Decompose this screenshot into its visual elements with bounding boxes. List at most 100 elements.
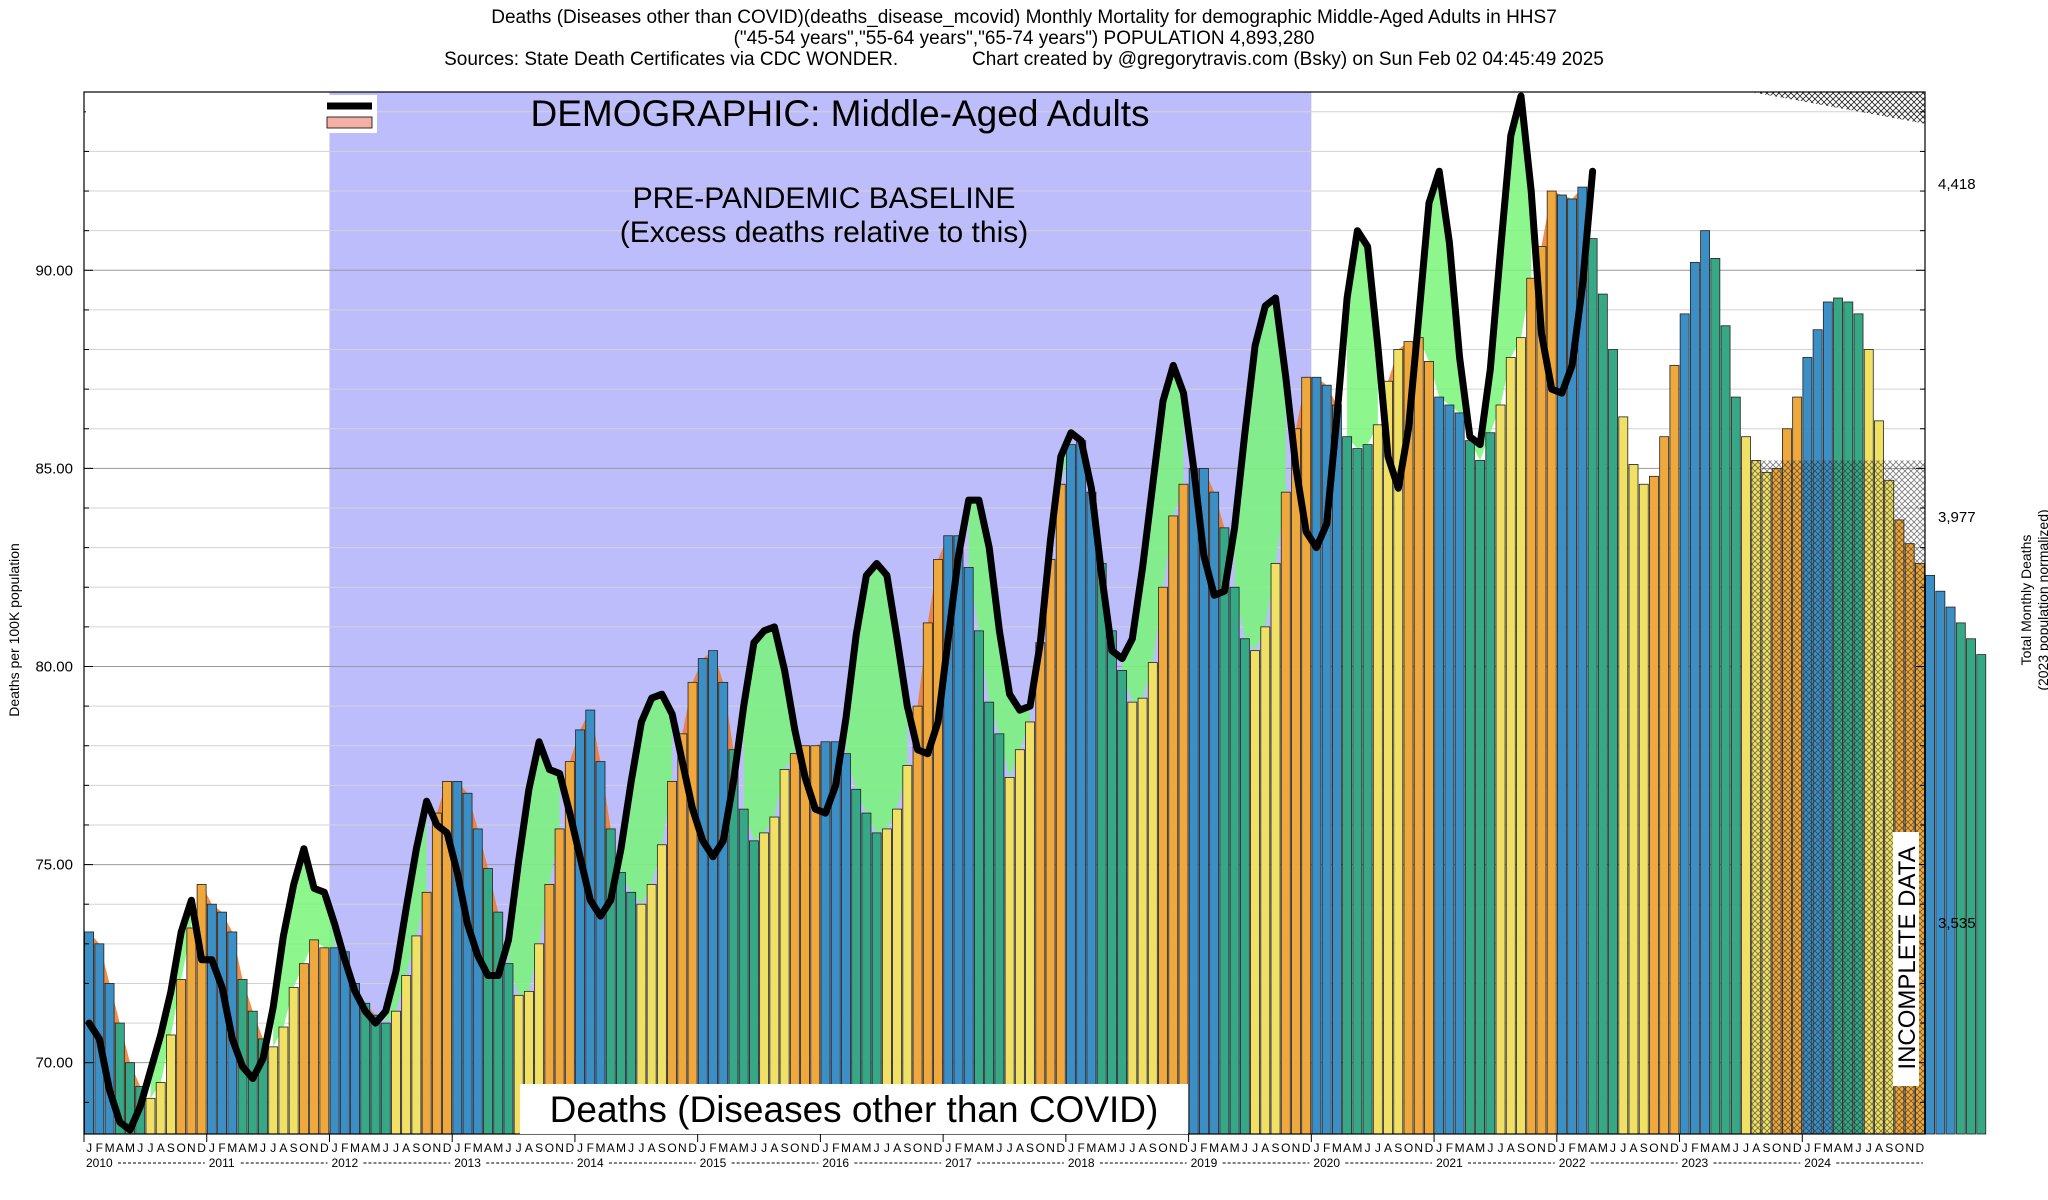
month-tick-label: D	[1056, 1141, 1065, 1155]
actual-bar	[186, 927, 197, 1135]
month-tick-label: N	[801, 1141, 810, 1155]
actual-bar	[1362, 444, 1373, 1135]
month-tick-label: J	[577, 1141, 583, 1155]
incomplete-hatch-upper	[1751, 92, 1925, 124]
actual-bar	[585, 709, 596, 1135]
month-tick-label: D	[320, 1141, 329, 1155]
actual-bar	[1280, 491, 1291, 1135]
month-tick-label: J	[996, 1141, 1002, 1155]
actual-bar	[1250, 650, 1260, 1135]
month-tick-label: D	[1916, 1141, 1925, 1155]
actual-bar	[1741, 436, 1751, 1135]
month-tick-label: A	[1016, 1141, 1024, 1155]
actual-bar	[1004, 777, 1015, 1135]
month-tick-label: O	[299, 1141, 308, 1155]
month-tick-label: M	[1230, 1141, 1240, 1155]
right-tick-label: 3,977	[1938, 509, 1976, 526]
actual-bar	[912, 705, 923, 1135]
month-tick-label: J	[147, 1141, 153, 1155]
actual-bar	[1710, 258, 1721, 1135]
month-tick-label: A	[279, 1141, 287, 1155]
month-tick-label: J	[393, 1141, 399, 1155]
month-tick-label: M	[984, 1141, 994, 1155]
actual-bar	[1270, 563, 1281, 1135]
month-tick-label: J	[628, 1141, 634, 1155]
actual-bar	[309, 939, 320, 1135]
month-tick-label: A	[1261, 1141, 1269, 1155]
month-tick-label: M	[1721, 1141, 1731, 1155]
month-tick-label: M	[227, 1141, 237, 1155]
month-tick-label: J	[209, 1141, 215, 1155]
actual-bar	[483, 868, 493, 1135]
month-tick-label: N	[923, 1141, 932, 1155]
month-tick-label: F	[1568, 1141, 1575, 1155]
month-tick-label: J	[700, 1141, 706, 1155]
month-tick-label: N	[1905, 1141, 1914, 1155]
month-tick-label: M	[596, 1141, 606, 1155]
month-tick-label: J	[1733, 1141, 1739, 1155]
actual-bar	[667, 780, 678, 1135]
actual-bar	[288, 987, 299, 1135]
month-tick-label: J	[884, 1141, 890, 1155]
actual-bar	[1352, 448, 1363, 1135]
actual-bar	[1976, 654, 1987, 1135]
month-tick-label: J	[638, 1141, 644, 1155]
month-tick-label: J	[1620, 1141, 1626, 1155]
right-tick-label: 4,418	[1938, 176, 1976, 193]
actual-bar	[1720, 325, 1731, 1135]
demographic-annotation: DEMOGRAPHIC: Middle-Aged Adults	[531, 93, 1150, 134]
actual-bar	[1117, 670, 1128, 1135]
month-tick-label: N	[433, 1141, 442, 1155]
actual-bar	[1014, 749, 1025, 1135]
excess-area-green	[1050, 432, 1071, 560]
incomplete-label-box	[1893, 832, 1919, 1086]
actual-bar	[1311, 376, 1322, 1135]
month-tick-label: N	[310, 1141, 319, 1155]
left-tick-label: 90.00	[35, 262, 73, 279]
month-tick-label: A	[484, 1141, 492, 1155]
actual-bar	[1730, 396, 1741, 1135]
actual-bar	[1178, 483, 1189, 1135]
month-tick-label: J	[1436, 1141, 1442, 1155]
month-tick-label: A	[607, 1141, 615, 1155]
year-label: 2022	[1559, 1156, 1586, 1170]
month-tick-label: O	[1281, 1141, 1290, 1155]
actual-bar	[452, 780, 463, 1135]
month-tick-label: M	[1209, 1141, 1219, 1155]
actual-bar	[1434, 396, 1445, 1135]
actual-bar	[1219, 527, 1230, 1135]
actual-bar	[1659, 436, 1670, 1135]
month-tick-label: D	[1179, 1141, 1188, 1155]
month-tick-label: A	[648, 1141, 656, 1155]
month-tick-label: M	[964, 1141, 974, 1155]
month-tick-label: A	[1589, 1141, 1597, 1155]
actual-bar	[411, 935, 422, 1135]
month-tick-label: J	[1866, 1141, 1872, 1155]
actual-bar	[851, 788, 862, 1135]
actual-bar	[1669, 364, 1680, 1135]
month-tick-label: J	[1365, 1141, 1371, 1155]
month-tick-label: D	[443, 1141, 452, 1155]
actual-bar	[360, 1002, 371, 1135]
month-tick-label: M	[1475, 1141, 1485, 1155]
actual-bar	[350, 983, 360, 1135]
month-tick-label: N	[678, 1141, 687, 1155]
actual-bar	[278, 1026, 289, 1135]
year-label: 2023	[1682, 1156, 1709, 1170]
month-tick-label: M	[1107, 1141, 1117, 1155]
actual-bar	[1505, 357, 1516, 1135]
month-tick-label: A	[1630, 1141, 1638, 1155]
month-tick-label: S	[167, 1141, 175, 1155]
month-tick-label: N	[1660, 1141, 1669, 1155]
bottom-label-box	[520, 1084, 1188, 1134]
month-tick-label: S	[1394, 1141, 1402, 1155]
month-tick-label: J	[1068, 1141, 1074, 1155]
month-tick-label: S	[781, 1141, 789, 1155]
actual-bar	[217, 911, 227, 1135]
actual-bar	[370, 1014, 381, 1135]
actual-bar	[1066, 444, 1076, 1135]
actual-bar	[1035, 642, 1046, 1135]
month-tick-label: A	[770, 1141, 778, 1155]
month-tick-label: F	[1446, 1141, 1453, 1155]
